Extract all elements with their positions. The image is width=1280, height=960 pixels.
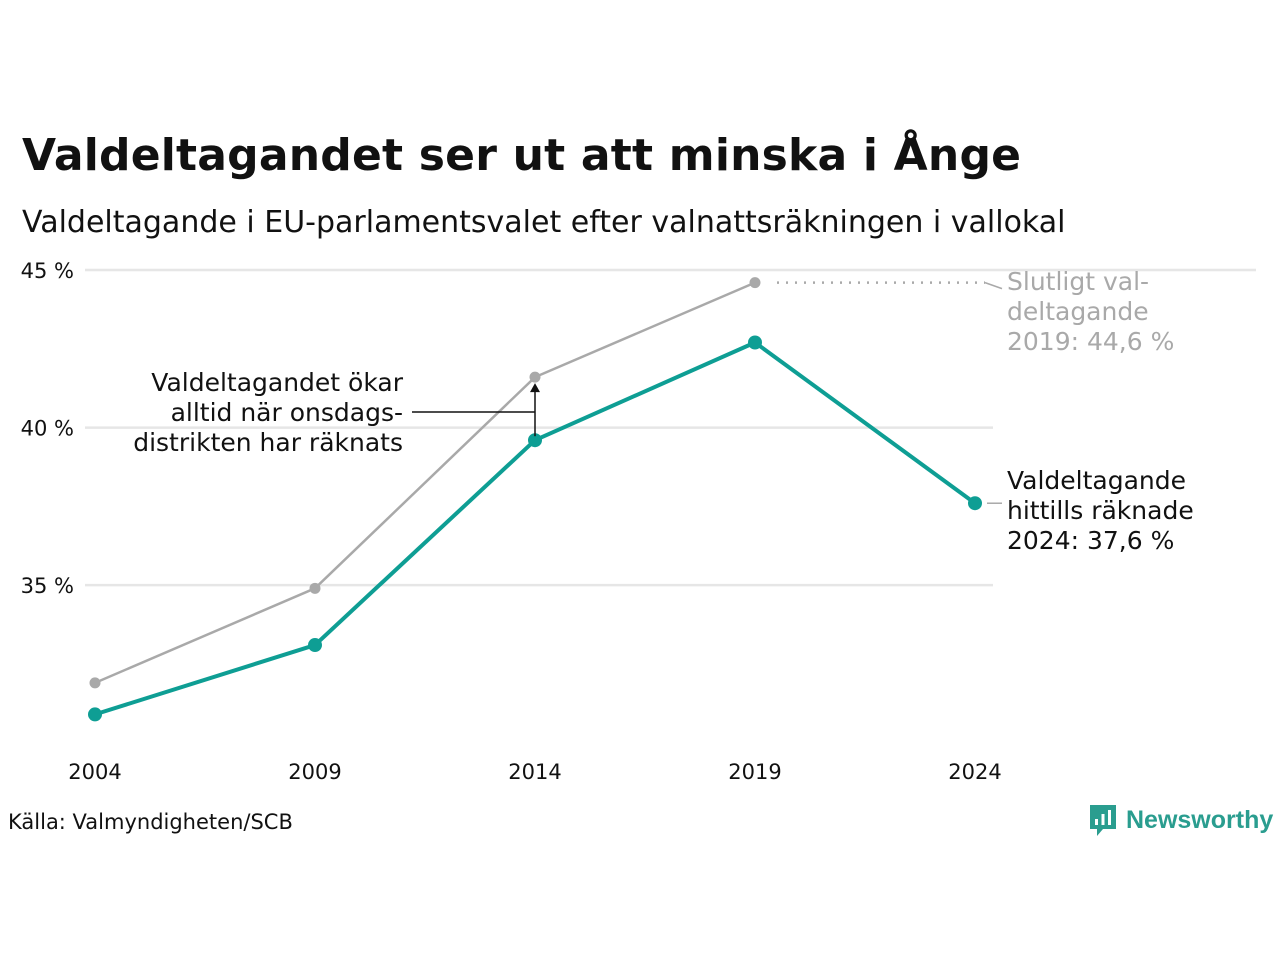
y-tick-label-45: 45 %: [21, 259, 74, 283]
x-tick-label-2009: 2009: [288, 760, 341, 784]
line-chart: 35 % 40 % 45 % 2004 2009 2014 2019 2024 Slutli…: [21, 259, 1256, 784]
data-point-prelim-2014: [528, 433, 542, 448]
gridlines: [85, 268, 1256, 587]
newsworthy-logo: Newsworthy: [1088, 803, 1273, 837]
note-line: distrikten har räknats: [133, 428, 403, 457]
note-line: alltid när onsdags-: [171, 398, 403, 427]
chart-subtitle: Valdeltagande i EU-parlamentsvalet efter…: [22, 205, 1066, 240]
note-line: Valdeltagandet ökar: [151, 368, 403, 397]
final-label-line: Slutligt val-: [1007, 267, 1149, 296]
prelim-label-line: hittills räknade: [1007, 496, 1194, 525]
source-note: Källa: Valmyndigheten/SCB: [8, 810, 293, 834]
series-line-final: [94, 281, 756, 685]
series-points: [88, 277, 982, 722]
prelim-label-line: 2024: 37,6 %: [1007, 526, 1174, 555]
y-tick-label-35: 35 %: [21, 574, 74, 598]
newsworthy-logo-icon: [1090, 805, 1116, 836]
data-point-final-2009: [309, 582, 321, 594]
data-point-prelim-2004: [88, 707, 102, 722]
series-lines: [94, 281, 977, 717]
x-tick-label-2004: 2004: [68, 760, 121, 784]
x-tick-label-2024: 2024: [948, 760, 1001, 784]
final-label-connector: [984, 281, 1003, 290]
data-point-prelim-2024: [968, 496, 982, 511]
data-point-prelim-2009: [308, 638, 322, 653]
newsworthy-logo-text: Newsworthy: [1126, 805, 1274, 834]
x-tick-label-2019: 2019: [728, 760, 781, 784]
y-tick-label-40: 40 %: [21, 417, 74, 441]
final-label-line: 2019: 44,6 %: [1007, 327, 1174, 356]
prelim-label-line: Valdeltagande: [1007, 466, 1186, 495]
data-point-final-2014: [529, 371, 541, 383]
final-label-line: deltagande: [1007, 297, 1149, 326]
note-arrow-head: [530, 383, 540, 393]
data-point-final-2019: [749, 277, 761, 289]
data-point-prelim-2019: [748, 335, 762, 350]
data-point-final-2004: [89, 677, 101, 689]
x-tick-label-2014: 2014: [508, 760, 561, 784]
chart-title: Valdeltagandet ser ut att minska i Ånge: [22, 130, 1022, 181]
y-axis-ticks: 35 % 40 % 45 %: [21, 259, 74, 598]
x-axis-ticks: 2004 2009 2014 2019 2024: [68, 760, 1001, 784]
